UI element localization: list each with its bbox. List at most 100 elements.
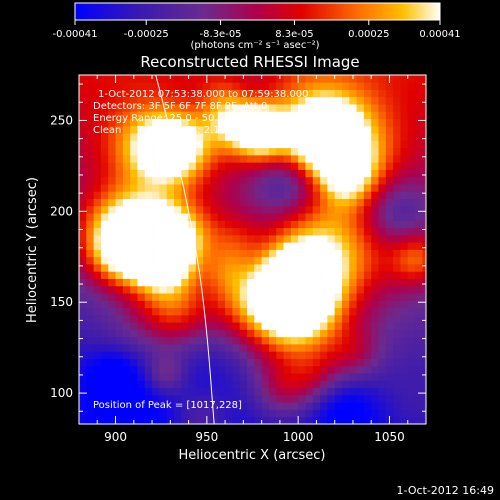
- heatmap-cell: [327, 249, 336, 258]
- heatmap-cell: [320, 402, 328, 410]
- heatmap-cell: [159, 256, 168, 265]
- heatmap-cell: [254, 314, 263, 323]
- heatmap-cell: [290, 365, 299, 374]
- heatmap-cell: [254, 169, 263, 178]
- heatmap-cell: [86, 184, 95, 192]
- heatmap-cell: [100, 147, 109, 156]
- heatmap-cell: [415, 198, 423, 207]
- heatmap-cell: [356, 380, 365, 389]
- heatmap-cell: [407, 176, 416, 185]
- heatmap-cell: [86, 111, 95, 120]
- heatmap-cell: [327, 300, 336, 309]
- heatmap-cell: [79, 75, 87, 83]
- heatmap-cell: [268, 227, 277, 236]
- heatmap-cell: [276, 198, 284, 207]
- annotation-detectors: Detectors: 3F 5F 6F 7F 8F 9F, Att 0: [93, 101, 267, 112]
- heatmap-cell: [152, 402, 160, 410]
- heatmap-cell: [210, 133, 219, 141]
- heatmap-cell: [327, 271, 336, 279]
- heatmap-cell: [195, 256, 204, 265]
- heatmap-cell: [349, 198, 357, 207]
- heatmap-cell: [341, 140, 350, 149]
- heatmap-cell: [268, 147, 277, 156]
- heatmap-cell: [166, 89, 175, 98]
- heatmap-cell: [341, 133, 350, 141]
- heatmap-cell: [283, 387, 292, 396]
- heatmap-cell: [247, 213, 255, 221]
- heatmap-cell: [137, 264, 146, 272]
- heatmap-cell: [225, 365, 233, 374]
- heatmap-cell: [203, 176, 211, 185]
- heatmap-cell: [320, 169, 328, 178]
- heatmap-cell: [290, 133, 299, 141]
- heatmap-cell: [312, 380, 321, 389]
- heatmap-cell: [79, 344, 87, 352]
- heatmap-cell: [122, 256, 131, 265]
- heatmap-cell: [349, 300, 357, 309]
- heatmap-cell: [276, 394, 284, 403]
- heatmap-cell: [108, 358, 116, 367]
- heatmap-cell: [349, 147, 357, 156]
- heatmap-cell: [283, 344, 292, 352]
- heatmap-cell: [79, 147, 87, 156]
- heatmap-cell: [290, 264, 299, 272]
- heatmap-cell: [378, 191, 387, 199]
- heatmap-cell: [130, 380, 138, 389]
- heatmap-cell: [86, 307, 95, 316]
- heatmap-cell: [385, 213, 394, 221]
- heatmap-cell: [305, 365, 314, 374]
- heatmap-cell: [320, 409, 328, 418]
- heatmap-cell: [115, 271, 124, 279]
- heatmap-cell: [283, 198, 292, 207]
- heatmap-cell: [173, 380, 182, 389]
- heatmap-cell: [363, 184, 372, 192]
- heatmap-cell: [385, 373, 394, 381]
- heatmap-cell: [166, 176, 175, 185]
- heatmap-cell: [108, 227, 116, 236]
- heatmap-cell: [356, 234, 365, 243]
- annotation-block: 1-Oct-2012 07:53:38.000 to 07:59:38.000 …: [93, 89, 309, 411]
- heatmap-cell: [188, 147, 197, 156]
- heatmap-cell: [166, 82, 175, 90]
- heatmap-cell: [232, 234, 241, 243]
- heatmap-cell: [305, 380, 314, 389]
- heatmap-cell: [312, 249, 321, 258]
- heatmap-cell: [415, 380, 423, 389]
- heatmap-cell: [268, 409, 277, 418]
- heatmap-cell: [108, 205, 116, 214]
- heatmap-cell: [254, 133, 263, 141]
- heatmap-cell: [349, 249, 357, 258]
- heatmap-cell: [341, 278, 350, 287]
- heatmap-cell: [152, 344, 160, 352]
- heatmap-cell: [225, 125, 233, 134]
- heatmap-cell: [341, 213, 350, 221]
- heatmap-cell: [400, 256, 409, 265]
- heatmap-cell: [152, 380, 160, 389]
- heatmap-cell: [144, 205, 153, 214]
- heatmap-cell: [349, 133, 357, 141]
- heatmap-cell: [173, 416, 182, 424]
- heatmap-cell: [225, 329, 233, 338]
- heatmap-cell: [327, 314, 336, 323]
- heatmap-cell: [166, 307, 175, 316]
- heatmap-cell: [407, 154, 416, 163]
- heatmap-cell: [181, 220, 189, 229]
- heatmap-cell: [239, 162, 248, 170]
- heatmap-cell: [363, 242, 372, 250]
- heatmap-cell: [349, 242, 357, 250]
- heatmap-cell: [225, 293, 233, 301]
- heatmap-cell: [341, 344, 350, 352]
- heatmap-cell: [320, 329, 328, 338]
- heatmap-cell: [195, 198, 204, 207]
- heatmap-cell: [239, 89, 248, 98]
- heatmap-cell: [305, 344, 314, 352]
- heatmap-cell: [407, 394, 416, 403]
- heatmap-cell: [407, 271, 416, 279]
- heatmap-cell: [225, 111, 233, 120]
- heatmap-cell: [385, 358, 394, 367]
- heatmap-cell: [415, 125, 423, 134]
- heatmap-cell: [276, 336, 284, 345]
- heatmap-cell: [305, 256, 314, 265]
- heatmap-cell: [130, 387, 138, 396]
- heatmap-cell: [356, 184, 365, 192]
